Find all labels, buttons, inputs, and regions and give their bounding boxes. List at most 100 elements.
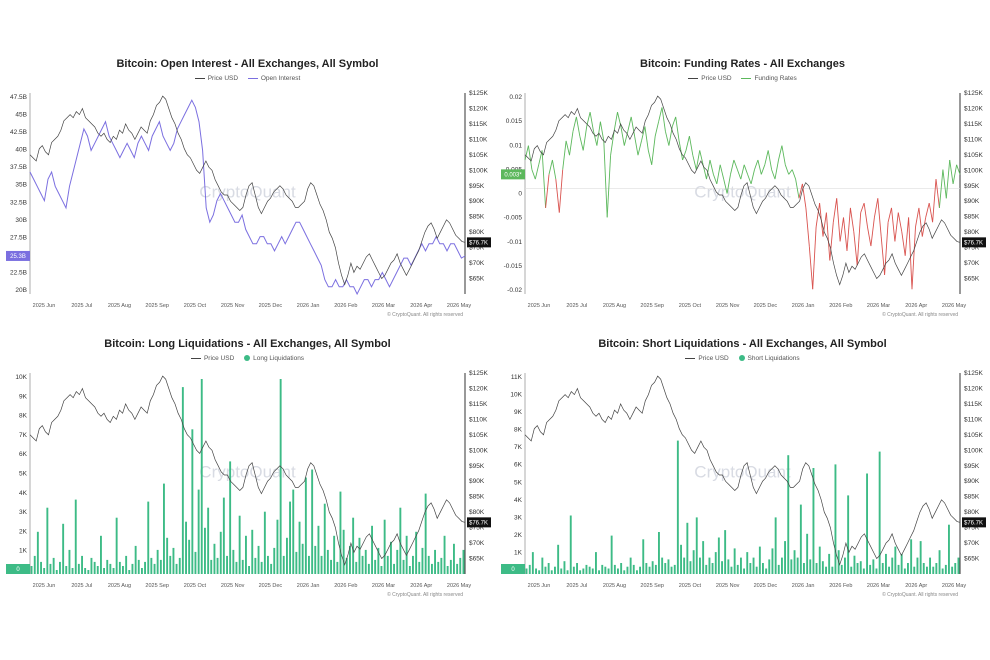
liquidation-bar xyxy=(320,555,323,574)
liquidation-bar xyxy=(248,566,250,574)
legend-label: Open Interest xyxy=(260,75,301,82)
liquidation-bar xyxy=(267,555,269,574)
left-tick-label: -0.005 xyxy=(504,215,523,222)
funding-rate-segment xyxy=(846,207,851,251)
x-tick-label: 2025 Oct xyxy=(679,303,702,309)
legend-swatch-long-liquidations xyxy=(244,355,251,362)
panel-open-interest: Bitcoin: Open Interest - All Exchanges, … xyxy=(0,58,495,330)
legend-item-open-interest[interactable]: Open Interest xyxy=(247,75,301,82)
liquidation-bar xyxy=(396,549,399,574)
right-tick-label: $100K xyxy=(469,447,488,454)
liquidation-bar xyxy=(765,568,768,574)
left-tick-label: 2K xyxy=(514,532,523,539)
right-tick-label: $85K xyxy=(469,214,485,221)
funding-rate-segment xyxy=(671,116,677,127)
liquidation-bar xyxy=(437,561,440,574)
copyright-note: © CryptoQuant. All rights reserved xyxy=(882,591,958,598)
liquidation-bar xyxy=(282,555,285,574)
left-tick-label: 40B xyxy=(15,147,27,154)
liquidation-bar xyxy=(204,527,206,574)
x-tick-label: 2026 Jan xyxy=(792,303,815,309)
legend-swatch-price xyxy=(688,77,699,79)
x-tick-label: 2026 Apr xyxy=(410,583,432,589)
right-tick-label: $120K xyxy=(964,385,983,392)
x-tick-label: 2025 Jul xyxy=(71,583,92,589)
liquidation-bar xyxy=(941,568,944,574)
liquidation-bar xyxy=(216,557,219,574)
liquidation-bar xyxy=(377,547,380,574)
right-tick-label: $90K xyxy=(469,198,485,205)
liquidation-bar xyxy=(418,561,421,574)
liquidation-bar xyxy=(361,555,364,574)
legend-item-short-liquidations[interactable]: Short Liquidations xyxy=(738,355,800,362)
right-tick-label: $125K xyxy=(964,370,983,377)
left-tick-label: 9K xyxy=(19,393,28,400)
liquidation-bar xyxy=(326,549,329,574)
liquidation-bar xyxy=(194,551,197,574)
liquidation-bar xyxy=(235,561,238,574)
liquidation-bar xyxy=(276,519,279,574)
liquidation-bar xyxy=(910,539,913,574)
funding-rate-segment xyxy=(856,212,862,266)
funding-rate-segment xyxy=(849,207,855,232)
left-tick-label: 9K xyxy=(514,409,523,416)
funding-rate-segment xyxy=(822,212,827,237)
legend-item-price[interactable]: Price USD xyxy=(688,75,732,82)
liquidation-bar xyxy=(358,537,361,574)
x-tick-label: 2026 May xyxy=(447,583,471,589)
liquidation-bar xyxy=(544,566,547,574)
chart-title: Bitcoin: Long Liquidations - All Exchang… xyxy=(104,338,391,350)
funding-rate-segment xyxy=(904,217,910,256)
legend-label: Price USD xyxy=(698,355,729,362)
funding-rate-segment xyxy=(860,202,865,213)
liquidation-bar xyxy=(853,555,856,574)
funding-rate-segment xyxy=(877,198,882,237)
liquidation-bar xyxy=(311,469,314,574)
legend-item-price[interactable]: Price USD xyxy=(685,355,729,362)
liquidation-bar xyxy=(355,561,358,574)
liquidation-bar xyxy=(339,491,342,574)
legend-item-price[interactable]: Price USD xyxy=(190,355,234,362)
liquidation-bar xyxy=(30,566,33,574)
right-tick-label: $115K xyxy=(964,401,983,408)
x-tick-label: 2025 Nov xyxy=(716,303,740,309)
liquidation-bar xyxy=(219,531,222,574)
right-tick-label: $65K xyxy=(469,276,485,283)
liquidation-bar xyxy=(74,499,77,574)
funding-rate-segment xyxy=(908,217,913,290)
funding-rate-segment xyxy=(688,136,694,156)
legend-item-long-liquidations[interactable]: Long Liquidations xyxy=(244,355,304,362)
legend-item-price[interactable]: Price USD xyxy=(194,75,238,82)
liquidation-bar xyxy=(560,568,563,574)
liquidation-bar xyxy=(109,563,112,574)
liquidation-bar xyxy=(222,497,225,574)
funding-rate-segment xyxy=(641,126,646,142)
liquidation-bar xyxy=(648,566,651,574)
liquidation-bar xyxy=(888,566,890,574)
funding-rate-segment xyxy=(661,107,666,132)
liquidation-bar xyxy=(134,545,137,574)
funding-rate-segment xyxy=(750,169,755,185)
liquidation-bar xyxy=(371,525,373,574)
funding-rate-segment xyxy=(603,140,608,218)
right-tick-label: $65K xyxy=(964,276,980,283)
left-tick-label: 10K xyxy=(510,392,522,399)
liquidation-bar xyxy=(191,429,194,574)
liquidation-bar xyxy=(708,557,711,574)
liquidation-bar xyxy=(661,557,664,574)
liquidation-bar xyxy=(563,561,566,574)
x-tick-label: 2026 Feb xyxy=(829,583,852,589)
right-tick-label: $125K xyxy=(469,370,488,377)
right-tick-label: $70K xyxy=(469,260,485,267)
chart-legend: Price USD Funding Rates xyxy=(495,75,990,82)
x-tick-label: 2025 Jul xyxy=(566,303,587,309)
legend-item-funding-rates[interactable]: Funding Rates xyxy=(741,75,797,82)
liquidation-bar xyxy=(263,511,266,574)
funding-rate-segment xyxy=(891,207,896,242)
funding-rate-segment xyxy=(548,159,553,175)
right-tick-label: $125K xyxy=(469,90,488,97)
liquidation-bar xyxy=(749,563,752,574)
liquidation-bar xyxy=(260,561,263,574)
funding-rate-segment xyxy=(897,212,903,232)
liquidation-bar xyxy=(137,559,140,574)
